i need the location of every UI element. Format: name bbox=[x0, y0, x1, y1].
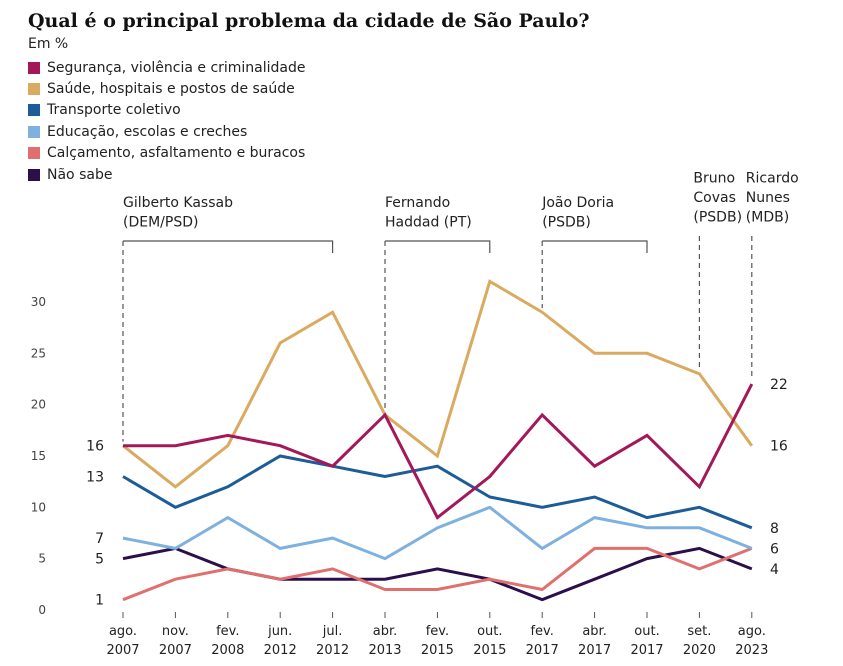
x-tick-label-year: 2007 bbox=[159, 643, 192, 658]
x-tick-label-month: jul. bbox=[322, 624, 343, 639]
x-tick-label-month: fev. bbox=[530, 624, 553, 639]
legend-label: Segurança, violência e criminalidade bbox=[47, 59, 306, 76]
annotation-bracket bbox=[123, 240, 334, 253]
y-tick-label: 20 bbox=[31, 398, 46, 412]
x-tick-label-year: 2017 bbox=[630, 643, 663, 658]
y-tick-label: 5 bbox=[38, 552, 46, 566]
x-tick-label-year: 2015 bbox=[473, 643, 506, 658]
start-value-label: 16 bbox=[86, 439, 104, 455]
end-value-label: 8 bbox=[770, 521, 779, 537]
end-value-label: 6 bbox=[770, 541, 779, 557]
x-tick-label-month: fev. bbox=[426, 624, 449, 639]
annotation-label: João Doria bbox=[541, 195, 614, 211]
legend-label: Educação, escolas e creches bbox=[47, 123, 248, 140]
end-value-label: 4 bbox=[770, 562, 779, 578]
annotation-label: (DEM/PSD) bbox=[123, 215, 198, 231]
y-tick-label: 30 bbox=[31, 295, 46, 309]
x-tick-label-year: 2012 bbox=[316, 643, 349, 658]
legend-swatch bbox=[28, 83, 40, 96]
x-tick-label-year: 2012 bbox=[264, 643, 297, 658]
annotation-label: Nunes bbox=[746, 190, 790, 206]
end-value-label: 22 bbox=[770, 377, 788, 393]
legend-item: Transporte coletivo bbox=[28, 100, 306, 121]
x-tick-label-month: set. bbox=[687, 624, 711, 639]
legend-label: Não sabe bbox=[47, 166, 113, 183]
start-value-label: 1 bbox=[95, 593, 104, 609]
end-value-label: 16 bbox=[770, 439, 788, 455]
legend-label: Calçamento, asfaltamento e buracos bbox=[47, 145, 306, 162]
series-line bbox=[122, 279, 754, 489]
x-tick-label-month: out. bbox=[477, 624, 502, 639]
chart-subtitle: Em % bbox=[28, 36, 69, 52]
start-value-label: 7 bbox=[95, 531, 104, 547]
annotation-label: (MDB) bbox=[746, 210, 789, 226]
legend-swatch bbox=[28, 61, 40, 74]
x-tick-label-month: fev. bbox=[216, 624, 239, 639]
x-tick-label-month: out. bbox=[634, 624, 659, 639]
chart-title: Qual é o principal problema da cidade de… bbox=[28, 10, 590, 32]
start-value-label: 5 bbox=[95, 552, 104, 568]
legend-label: Saúde, hospitais e postos de saúde bbox=[47, 81, 295, 98]
x-tick-label-month: nov. bbox=[162, 624, 189, 639]
series-line bbox=[122, 454, 753, 530]
x-tick-label-year: 2017 bbox=[578, 643, 611, 658]
x-tick-label-year: 2013 bbox=[368, 643, 401, 658]
annotation-label: Haddad (PT) bbox=[385, 215, 472, 231]
x-tick-label-month: abr. bbox=[582, 624, 607, 639]
legend-swatch bbox=[28, 147, 40, 160]
annotation-label: Covas bbox=[693, 190, 736, 206]
x-tick-label-year: 2020 bbox=[683, 643, 716, 658]
x-tick-label-month: abr. bbox=[373, 624, 398, 639]
y-tick-label: 25 bbox=[31, 346, 46, 360]
x-tick-label-month: ago. bbox=[109, 624, 137, 639]
annotation-label: (PSDB) bbox=[693, 210, 742, 226]
x-tick-label-year: 2017 bbox=[526, 643, 559, 658]
annotation-label: (PSDB) bbox=[542, 215, 591, 231]
annotation-label: Bruno bbox=[693, 171, 735, 187]
x-tick-label-year: 2007 bbox=[106, 643, 139, 658]
legend-swatch bbox=[28, 168, 40, 181]
legend: Segurança, violência e criminalidade Saúd… bbox=[28, 57, 306, 185]
legend-label: Transporte coletivo bbox=[47, 102, 181, 119]
annotation-bracket bbox=[542, 240, 648, 253]
y-tick-label: 15 bbox=[31, 449, 46, 463]
x-tick-label-year: 2023 bbox=[735, 643, 768, 658]
legend-swatch bbox=[28, 125, 40, 138]
annotation-label: Ricardo bbox=[746, 171, 799, 187]
y-tick-label: 0 bbox=[38, 603, 46, 617]
x-tick-label-year: 2008 bbox=[211, 643, 244, 658]
annotation-label: Fernando bbox=[385, 195, 450, 211]
annotation-bracket bbox=[385, 240, 491, 253]
series-line bbox=[123, 383, 754, 520]
start-value-label: 13 bbox=[86, 469, 104, 485]
series-line bbox=[122, 505, 753, 561]
series-line bbox=[122, 546, 753, 602]
x-tick-label-month: jun. bbox=[267, 624, 292, 639]
legend-item: Segurança, violência e criminalidade bbox=[28, 57, 306, 78]
annotation-label: Gilberto Kassab bbox=[123, 195, 233, 211]
legend-item: Educação, escolas e creches bbox=[28, 121, 306, 142]
series-line bbox=[122, 546, 753, 602]
legend-item: Saúde, hospitais e postos de saúde bbox=[28, 78, 306, 99]
legend-item: Não sabe bbox=[28, 164, 306, 185]
legend-swatch bbox=[28, 104, 40, 117]
x-tick-label-month: ago. bbox=[738, 624, 766, 639]
y-tick-label: 10 bbox=[31, 500, 46, 514]
legend-item: Calçamento, asfaltamento e buracos bbox=[28, 143, 306, 164]
x-tick-label-year: 2015 bbox=[421, 643, 454, 658]
